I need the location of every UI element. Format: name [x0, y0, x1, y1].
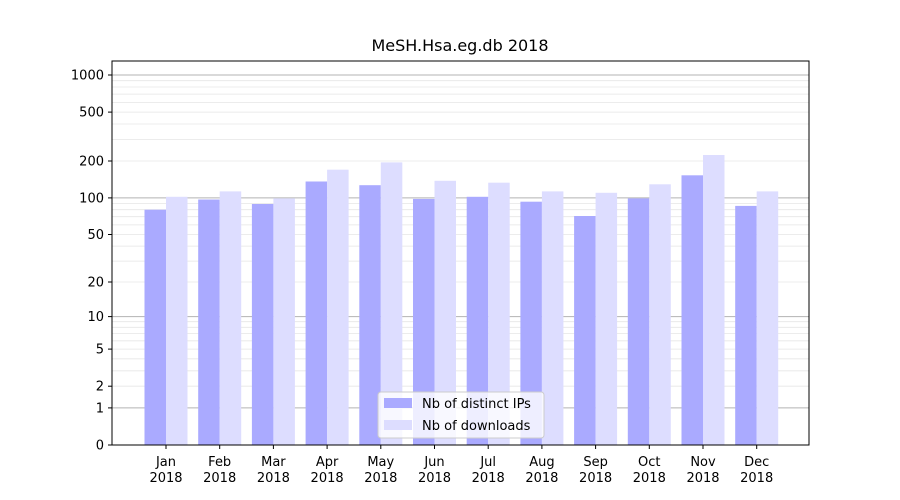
- bar-downloads-7: [488, 182, 510, 445]
- bar-ips-2: [198, 199, 220, 445]
- bar-ips-4: [305, 181, 328, 445]
- bar-downloads-6: [434, 180, 456, 446]
- bar-downloads-4: [327, 169, 349, 445]
- legend-label-downloads: Nb of downloads: [422, 419, 531, 434]
- y-tick-label: 50: [87, 228, 104, 243]
- chart-title: MeSH.Hsa.eg.db 2018: [371, 36, 548, 55]
- bar-downloads-8: [541, 191, 564, 445]
- y-tick-label: 5: [96, 343, 104, 358]
- x-tick-label: Jun 2018: [418, 455, 451, 486]
- y-tick-label: 100: [79, 191, 104, 206]
- bar-ips-11: [681, 175, 703, 446]
- bar-ips-12: [735, 205, 757, 445]
- legend-swatch-downloads: [384, 420, 412, 430]
- x-tick-label: Oct 2018: [633, 455, 666, 486]
- x-tick-label: Nov 2018: [686, 455, 719, 486]
- legend-swatch-ips: [384, 398, 412, 408]
- bar-ips-5: [359, 185, 381, 445]
- x-tick-label: Dec 2018: [740, 455, 773, 486]
- bar-downloads-9: [595, 192, 618, 445]
- bar-downloads-5: [380, 162, 403, 445]
- y-tick-label: 20: [87, 276, 104, 291]
- y-tick-label: 0: [96, 439, 104, 454]
- bar-ips-10: [627, 198, 650, 445]
- y-tick-label: 10: [87, 310, 104, 325]
- bar-downloads-10: [649, 184, 671, 446]
- plot-frame: [111, 60, 810, 446]
- bar-ips-7: [466, 196, 489, 445]
- bar-ips-8: [520, 201, 542, 445]
- legend: Nb of distinct IPs Nb of downloads: [377, 391, 545, 439]
- y-axis: 0 1 2 5 10 20 50 100 200 500 1000: [71, 69, 112, 454]
- y-tick-label: 1: [96, 401, 104, 416]
- bar-downloads-1: [166, 196, 188, 445]
- bar-ips-1: [144, 209, 166, 445]
- x-tick-label: Mar 2018: [257, 455, 290, 486]
- x-axis: Jan 2018 Feb 2018 Mar 2018 Apr 2018 May 2018 Jun 20…: [149, 445, 773, 486]
- bar-downloads-11: [703, 155, 725, 445]
- x-tick-label: Jul 2018: [472, 455, 505, 486]
- legend-label-ips: Nb of distinct IPs: [422, 397, 531, 412]
- x-tick-label: Jan 2018: [149, 455, 182, 486]
- x-tick-label: Sep 2018: [579, 455, 612, 486]
- bar-downloads-2: [219, 191, 242, 445]
- bar-ips-3: [251, 204, 274, 445]
- y-tick-label: 200: [79, 155, 104, 170]
- bar-ips-6: [413, 198, 435, 445]
- y-tick-label: 1000: [71, 69, 104, 84]
- bar-ips-9: [574, 216, 596, 445]
- x-tick-label: Feb 2018: [203, 455, 236, 486]
- bars: [144, 155, 779, 446]
- bar-downloads-3: [273, 198, 295, 445]
- y-tick-label: 2: [96, 380, 104, 395]
- y-tick-label: 500: [79, 106, 104, 121]
- x-tick-label: May 2018: [364, 455, 397, 486]
- x-tick-label: Apr 2018: [311, 455, 344, 486]
- bar-downloads-12: [756, 191, 779, 445]
- legend-box: [377, 391, 545, 439]
- x-tick-label: Aug 2018: [525, 455, 558, 486]
